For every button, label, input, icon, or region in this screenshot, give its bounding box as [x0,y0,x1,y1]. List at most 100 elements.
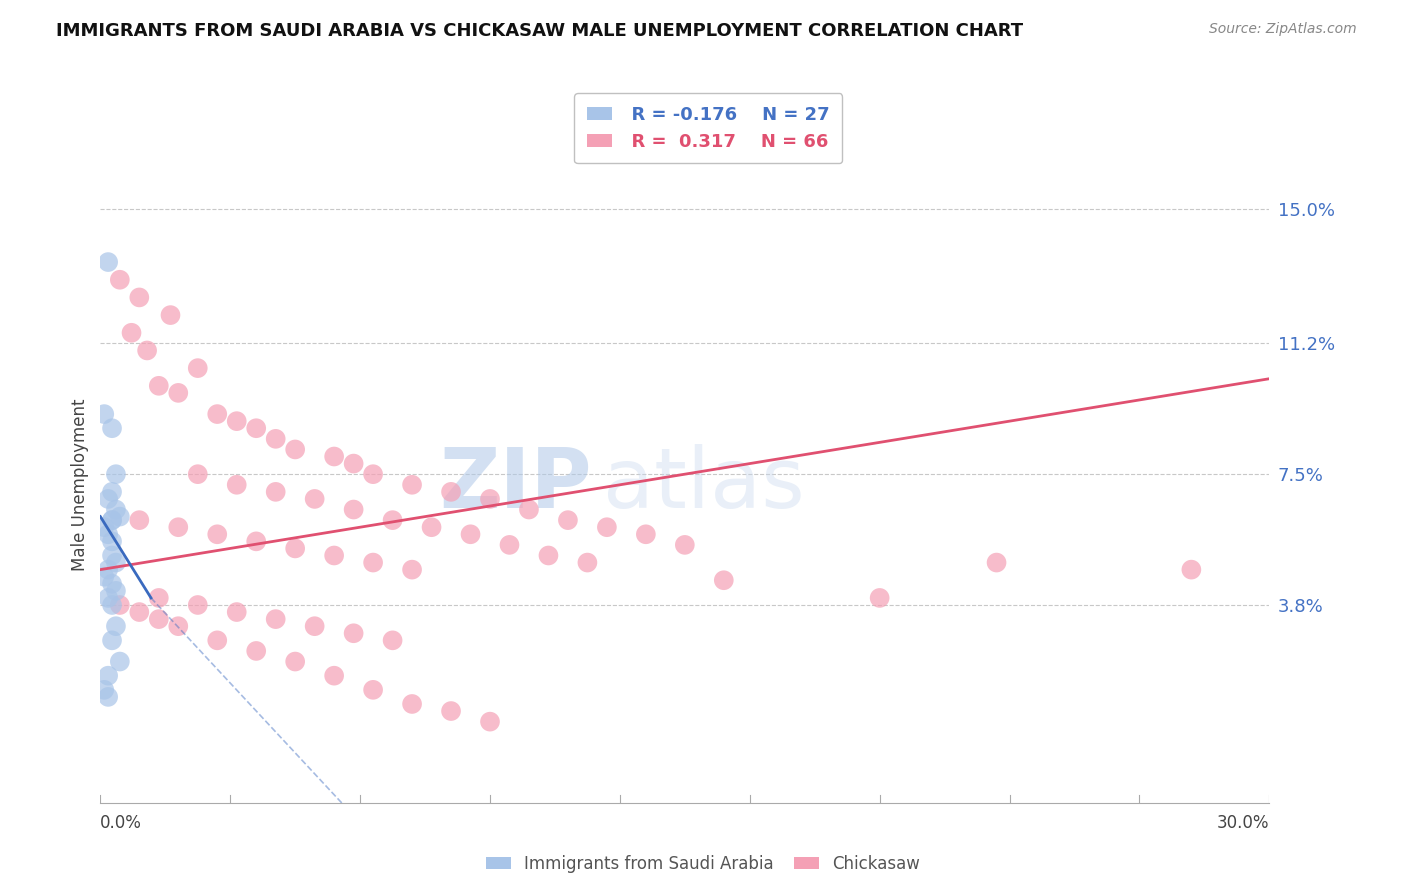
Point [97,591,120,605]
Point [101,576,124,591]
Point [97,563,120,577]
Point [167,385,190,400]
Legend: Immigrants from Saudi Arabia, Chickasaw: Immigrants from Saudi Arabia, Chickasaw [479,848,927,880]
Point [557,513,579,527]
Point [986,556,1008,570]
Point [93,570,115,584]
Point [93,520,115,534]
Point [101,534,124,549]
Point [225,414,247,428]
Point [284,541,307,556]
Point [1180,563,1202,577]
Point [97,527,120,541]
Point [104,556,127,570]
Point [323,549,346,563]
Point [264,484,287,499]
Point [93,682,115,697]
Point [101,633,124,648]
Point [517,502,540,516]
Point [440,484,463,499]
Point [576,556,599,570]
Point [101,513,124,527]
Point [401,477,423,491]
Point [245,644,267,658]
Point [167,619,190,633]
Point [148,612,170,626]
Point [97,668,120,682]
Point [128,513,150,527]
Point [361,682,384,697]
Text: 30.0%: 30.0% [1216,814,1270,831]
Point [101,421,124,435]
Point [264,432,287,446]
Point [108,655,131,669]
Point [304,491,326,506]
Point [381,633,404,648]
Point [304,619,326,633]
Point [264,612,287,626]
Point [401,697,423,711]
Point [128,290,150,304]
Point [187,467,209,482]
Point [101,549,124,563]
Point [167,520,190,534]
Point [136,343,159,358]
Point [596,520,619,534]
Point [108,273,131,287]
Point [101,513,124,527]
Point [361,467,384,482]
Point [207,633,229,648]
Text: 0.0%: 0.0% [100,814,142,831]
Point [284,655,307,669]
Point [121,326,143,340]
Point [673,538,696,552]
Point [101,484,124,499]
Point [537,549,560,563]
Point [104,502,127,516]
Point [97,255,120,269]
Point [207,407,229,421]
Point [225,477,247,491]
Point [401,563,423,577]
Point [323,668,346,682]
Point [634,527,657,541]
Text: atlas: atlas [603,444,804,525]
Point [207,527,229,541]
Point [713,573,735,587]
Legend:   R = -0.176    N = 27,   R =  0.317    N = 66: R = -0.176 N = 27, R = 0.317 N = 66 [574,93,842,163]
Point [323,450,346,464]
Point [479,714,502,729]
Point [479,491,502,506]
Point [97,491,120,506]
Point [104,467,127,482]
Point [104,583,127,598]
Y-axis label: Male Unemployment: Male Unemployment [72,399,89,571]
Point [101,598,124,612]
Point [869,591,891,605]
Point [284,442,307,457]
Point [108,509,131,524]
Point [93,407,115,421]
Point [187,361,209,376]
Point [97,690,120,704]
Point [343,626,366,640]
Point [148,591,170,605]
Point [343,457,366,471]
Text: Source: ZipAtlas.com: Source: ZipAtlas.com [1209,22,1357,37]
Point [148,379,170,393]
Point [225,605,247,619]
Point [440,704,463,718]
Point [343,502,366,516]
Point [361,556,384,570]
Point [381,513,404,527]
Point [498,538,520,552]
Text: ZIP: ZIP [439,444,592,525]
Point [420,520,443,534]
Point [187,598,209,612]
Point [128,605,150,619]
Text: IMMIGRANTS FROM SAUDI ARABIA VS CHICKASAW MALE UNEMPLOYMENT CORRELATION CHART: IMMIGRANTS FROM SAUDI ARABIA VS CHICKASA… [56,22,1024,40]
Point [108,598,131,612]
Point [104,619,127,633]
Point [245,534,267,549]
Point [245,421,267,435]
